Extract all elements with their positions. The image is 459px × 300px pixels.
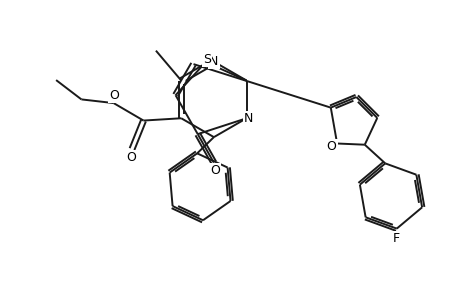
Text: S: S	[202, 53, 210, 66]
Text: O: O	[126, 151, 136, 164]
Text: F: F	[392, 232, 399, 245]
Text: N: N	[243, 112, 252, 125]
Text: O: O	[209, 164, 219, 177]
Text: O: O	[109, 89, 119, 102]
Text: N: N	[209, 55, 218, 68]
Text: O: O	[326, 140, 336, 153]
